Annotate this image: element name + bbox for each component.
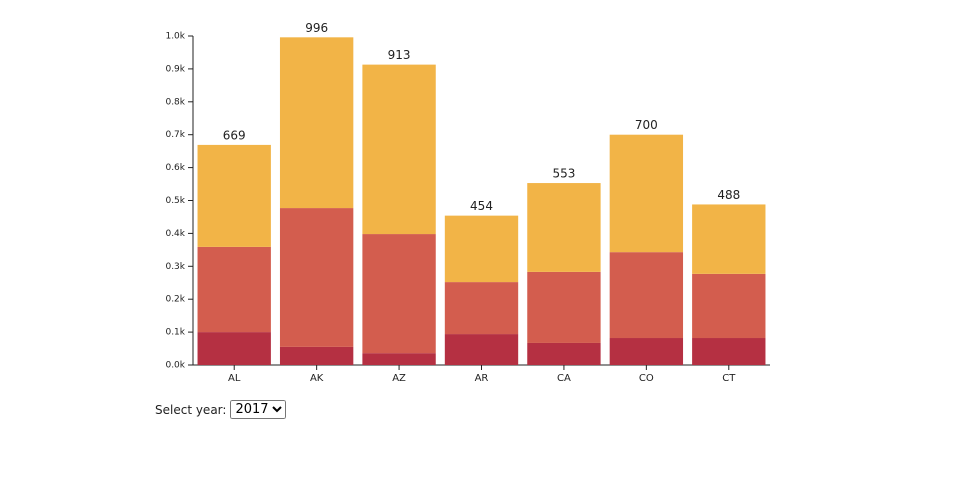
- y-tick-label: 1.0k: [165, 32, 185, 42]
- total-label: 454: [470, 199, 493, 213]
- bar-segment: [197, 332, 271, 365]
- x-tick-label: AZ: [392, 373, 406, 384]
- select-label: Select year:: [155, 402, 227, 417]
- bar-segment: [527, 271, 601, 343]
- bar-segment: [444, 282, 519, 335]
- y-tick-label: 0.5k: [165, 196, 185, 206]
- bar-segment: [444, 215, 519, 283]
- bar-segment: [692, 204, 766, 274]
- total-label: 913: [388, 48, 411, 62]
- bar-segment: [527, 342, 601, 365]
- x-tick-label: AR: [475, 373, 489, 384]
- y-tick-label: 0.0k: [165, 361, 185, 371]
- bar-segment: [362, 353, 436, 365]
- bar-segment: [197, 246, 271, 333]
- bar-segment: [197, 144, 271, 247]
- bar-segment: [279, 346, 354, 365]
- x-tick-label: AK: [310, 373, 324, 384]
- bar-segment: [692, 273, 766, 339]
- x-tick-label: CT: [722, 373, 736, 384]
- bar-segment: [609, 338, 684, 365]
- year-select[interactable]: 2017: [230, 400, 287, 419]
- y-tick-label: 0.3k: [165, 262, 185, 272]
- bar-segment: [527, 183, 601, 272]
- bar-segment: [279, 208, 354, 347]
- y-tick-label: 0.9k: [165, 64, 185, 74]
- y-tick-label: 0.7k: [165, 130, 185, 140]
- bar-segment: [609, 134, 684, 253]
- x-tick-label: AL: [228, 373, 241, 384]
- bar-segment: [279, 37, 354, 209]
- bar-segment: [362, 234, 436, 354]
- y-tick-label: 0.6k: [165, 163, 185, 173]
- total-label: 996: [305, 21, 328, 35]
- y-tick-label: 0.4k: [165, 229, 185, 239]
- year-control: Select year: 2017: [155, 400, 287, 419]
- y-tick-label: 0.8k: [165, 97, 185, 107]
- y-tick-label: 0.1k: [165, 328, 185, 338]
- total-label: 700: [635, 118, 658, 132]
- bar-segment: [609, 252, 684, 339]
- x-tick-label: CO: [639, 373, 654, 384]
- bar-segment: [362, 64, 436, 235]
- bar-segment: [444, 334, 519, 365]
- total-label: 488: [717, 188, 740, 202]
- y-tick-label: 0.2k: [165, 295, 185, 305]
- total-label: 553: [552, 167, 575, 181]
- bar-segment: [692, 338, 766, 365]
- x-tick-label: CA: [557, 373, 571, 384]
- total-label: 669: [223, 128, 246, 142]
